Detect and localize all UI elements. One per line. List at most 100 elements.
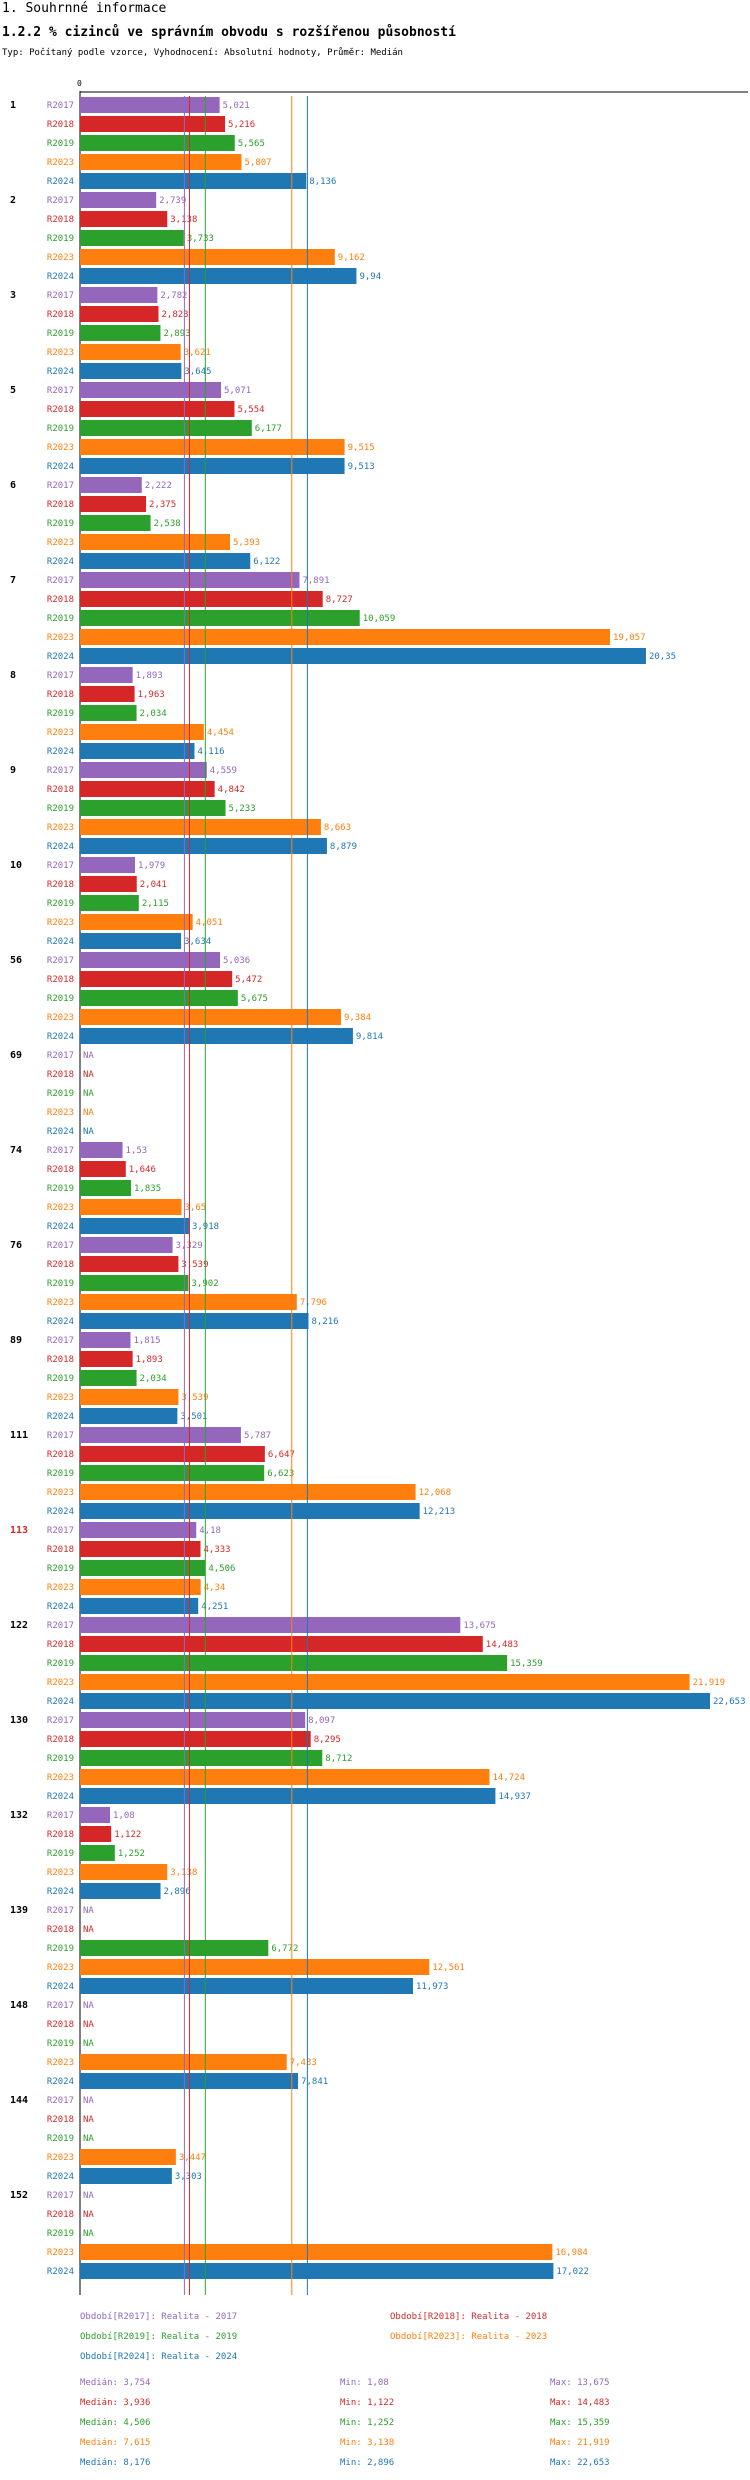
bar-r2024 [80, 1788, 496, 1804]
bar-r2023 [80, 629, 610, 645]
data-label: 1,252 [118, 1849, 145, 1859]
series-label: R2019 [47, 709, 74, 719]
bar-r2019 [80, 420, 252, 436]
group-label: 130 [10, 1715, 28, 1726]
bar-r2019 [80, 895, 139, 911]
data-label: 1,893 [136, 1355, 163, 1365]
series-label: R2023 [47, 1868, 74, 1878]
series-label: R2017 [47, 1811, 74, 1821]
bar-r2017 [80, 952, 221, 968]
series-label: R2018 [47, 120, 74, 130]
series-label: R2024 [47, 1792, 74, 1802]
data-label: 13,675 [463, 1621, 496, 1631]
series-label: R2024 [47, 842, 74, 852]
series-label: R2024 [47, 937, 74, 947]
stat-median: Medián: 3,936 [80, 2398, 151, 2408]
bar-r2024 [80, 1408, 178, 1424]
data-label: 12,561 [432, 1963, 465, 1973]
series-label: R2024 [47, 747, 74, 757]
series-label: R2023 [47, 633, 74, 643]
bar-r2018 [80, 1351, 133, 1367]
data-label: NA [83, 2039, 94, 2049]
bar-r2023 [80, 154, 242, 170]
series-label: R2024 [47, 1127, 74, 1137]
data-label: 8,216 [311, 1317, 338, 1327]
bar-r2017 [80, 287, 158, 303]
data-label: 4,251 [201, 1602, 228, 1612]
stat-max: Max: 15,359 [550, 2418, 610, 2428]
data-label: 21,919 [693, 1678, 726, 1688]
group-label: 111 [10, 1430, 28, 1441]
data-label: 4,842 [218, 785, 245, 795]
series-label: R2017 [47, 671, 74, 681]
bar-r2019 [80, 800, 226, 816]
data-label: 15,359 [510, 1659, 543, 1669]
series-label: R2017 [47, 956, 74, 966]
data-label: 12,068 [419, 1488, 452, 1498]
data-label: 5,216 [228, 120, 255, 130]
bar-r2018 [80, 971, 233, 987]
bar-r2023 [80, 1769, 490, 1785]
data-label: 5,807 [244, 158, 271, 168]
bar-r2019 [80, 1370, 137, 1386]
stat-min: Min: 1,122 [340, 2398, 395, 2408]
data-label: 8,879 [330, 842, 357, 852]
series-label: R2023 [47, 253, 74, 263]
series-label: R2018 [47, 880, 74, 890]
group-label: 74 [10, 1145, 22, 1156]
legend-item-r2023: Období[R2023]: Realita - 2023 [390, 2332, 548, 2342]
series-label: R2019 [47, 234, 74, 244]
group-label: 132 [10, 1810, 28, 1821]
legend-item-r2017: Období[R2017]: Realita - 2017 [80, 2312, 238, 2322]
data-label: 3,447 [179, 2153, 206, 2163]
data-label: 6,623 [267, 1469, 294, 1479]
data-label: 1,979 [138, 861, 165, 871]
series-label: R2018 [47, 215, 74, 225]
data-label: 4,051 [196, 918, 223, 928]
series-label: R2019 [47, 1279, 74, 1289]
series-label: R2017 [47, 2001, 74, 2011]
series-label: R2018 [47, 405, 74, 415]
series-label: R2023 [47, 2248, 74, 2258]
series-label: R2018 [47, 1070, 74, 1080]
bar-r2019 [80, 990, 238, 1006]
bar-r2019 [80, 610, 360, 626]
legend-item-r2019: Období[R2019]: Realita - 2019 [80, 2332, 238, 2342]
series-label: R2024 [47, 1412, 74, 1422]
stat-min: Min: 2,896 [340, 2458, 395, 2468]
stat-max: Max: 14,483 [550, 2398, 610, 2408]
data-label: NA [83, 2210, 94, 2220]
axis-zero-label: 0 [77, 79, 82, 88]
bar-r2018 [80, 306, 159, 322]
bar-r2018 [80, 1826, 112, 1842]
bar-r2017 [80, 1427, 241, 1443]
series-label: R2019 [47, 519, 74, 529]
series-label: R2023 [47, 1203, 74, 1213]
stat-max: Max: 22,653 [550, 2458, 610, 2468]
series-label: R2023 [47, 2153, 74, 2163]
data-label: 2,041 [140, 880, 167, 890]
data-label: 8,727 [326, 595, 353, 605]
data-label: 2,115 [142, 899, 169, 909]
data-label: 3,645 [184, 367, 211, 377]
bar-r2018 [80, 116, 226, 132]
bar-r2019 [80, 1845, 115, 1861]
bar-r2024 [80, 838, 327, 854]
series-label: R2019 [47, 424, 74, 434]
bar-r2018 [80, 496, 147, 512]
series-label: R2023 [47, 1583, 74, 1593]
data-label: 4,116 [197, 747, 224, 757]
series-label: R2023 [47, 1773, 74, 1783]
data-label: 20,35 [649, 652, 676, 662]
bar-r2019 [80, 1655, 508, 1671]
data-label: 3,303 [175, 2172, 202, 2182]
bar-r2018 [80, 1541, 201, 1557]
data-label: 3,539 [181, 1260, 208, 1270]
series-label: R2024 [47, 462, 74, 472]
data-label: 9,94 [359, 272, 381, 282]
data-label: 8,712 [325, 1754, 352, 1764]
group-label: 144 [10, 2095, 28, 2106]
series-label: R2017 [47, 1336, 74, 1346]
stat-min: Min: 1,252 [340, 2418, 395, 2428]
bar-r2017 [80, 382, 222, 398]
